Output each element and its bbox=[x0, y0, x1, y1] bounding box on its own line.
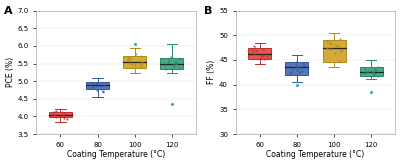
Y-axis label: PCE (%): PCE (%) bbox=[6, 57, 14, 87]
Bar bbox=[322, 40, 346, 63]
Bar bbox=[248, 48, 271, 59]
Bar bbox=[360, 67, 383, 76]
Bar bbox=[160, 58, 183, 69]
Bar bbox=[123, 56, 146, 68]
Bar bbox=[86, 82, 109, 89]
X-axis label: Coating Temperature (°C): Coating Temperature (°C) bbox=[266, 150, 365, 159]
Y-axis label: FF (%): FF (%) bbox=[207, 60, 216, 84]
X-axis label: Coating Temperature (°C): Coating Temperature (°C) bbox=[67, 150, 165, 159]
Bar bbox=[49, 112, 72, 117]
Bar bbox=[286, 63, 308, 75]
Text: B: B bbox=[204, 6, 212, 16]
Text: A: A bbox=[4, 6, 13, 16]
